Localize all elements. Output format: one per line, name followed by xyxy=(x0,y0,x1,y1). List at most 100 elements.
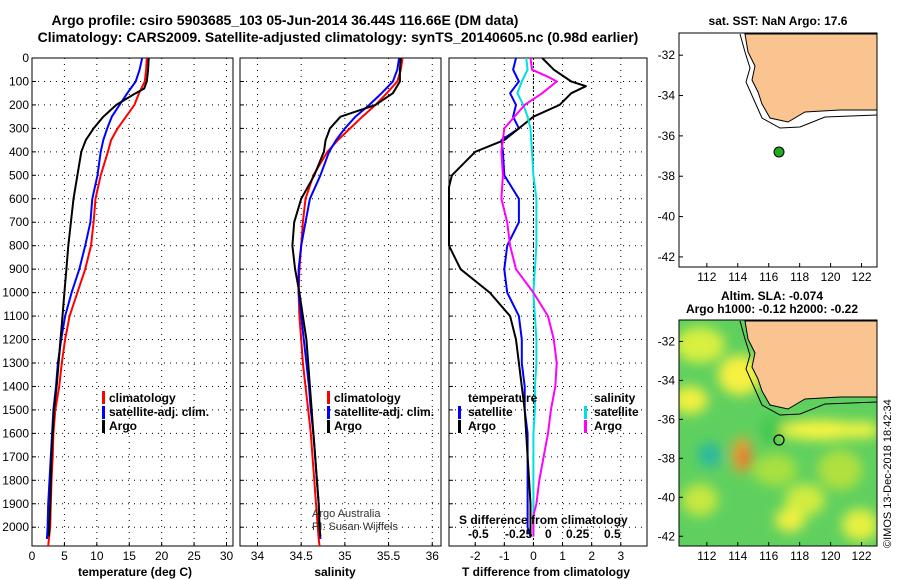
bathymetry-contour xyxy=(739,320,878,416)
map-y-tick-label: -34 xyxy=(658,89,676,103)
x-tick-label: 34 xyxy=(251,549,265,563)
salinity-legend: climatology satellite-adj. clim. Argo xyxy=(327,391,434,433)
map-sst xyxy=(678,32,878,268)
map-sla xyxy=(678,319,878,547)
map-x-tick-label: 112 xyxy=(697,270,716,284)
annotation-line-2: PI: Susan Wijffels xyxy=(312,521,398,533)
legend-swatch-t-satellite xyxy=(458,406,461,419)
y-tick-label: 500 xyxy=(9,168,29,182)
x-tick-label: 36 xyxy=(426,549,440,563)
plot-frame xyxy=(448,57,648,547)
map-sla-title-1: Altim. SLA: -0.074 xyxy=(721,289,823,303)
y-tick-label: 200 xyxy=(9,98,29,112)
legend-swatch-argo xyxy=(102,420,105,433)
salinity-annotation: Argo Australia PI: Susan Wijffels xyxy=(312,508,398,533)
y-tick-label: 400 xyxy=(9,145,29,159)
map-x-tick-label: 120 xyxy=(821,549,841,563)
x-tick-label: 3 xyxy=(617,549,624,563)
series-line-s-satellite xyxy=(516,57,538,537)
y-tick-label: 1200 xyxy=(2,333,29,347)
y-tick-label: 1500 xyxy=(2,403,29,417)
x-tick-label: -2 xyxy=(470,549,481,563)
top-tick-label: -0.25 xyxy=(505,527,533,541)
x-axis-label: salinity xyxy=(314,565,356,579)
legend-swatch-s-argo xyxy=(584,420,587,433)
y-tick-label: 1400 xyxy=(2,379,29,393)
x-tick-label: -1 xyxy=(499,549,510,563)
y-tick-label: 1900 xyxy=(2,497,29,511)
x-tick-label: 0 xyxy=(530,549,537,563)
x-tick-label: 10 xyxy=(90,549,104,563)
legend-salinity-heading: salinity xyxy=(594,391,636,405)
y-tick-label: 900 xyxy=(9,262,29,276)
difference-panel: -2 -1 0 1 2 3 xyxy=(448,57,648,563)
y-tick-label: 800 xyxy=(9,239,29,253)
plot-frame xyxy=(31,57,234,547)
legend-swatch-t-argo xyxy=(458,420,461,433)
map-y-tick-label: -38 xyxy=(658,169,676,183)
y-tick-label: 1300 xyxy=(2,356,29,370)
difference-top-axis: S difference from climatology -0.5 -0.25… xyxy=(459,513,628,541)
y-tick-label: 1100 xyxy=(3,309,29,323)
legend-s-argo: Argo xyxy=(594,419,622,433)
map-x-tick-label: 114 xyxy=(728,549,747,563)
map-y-tick-label: -34 xyxy=(658,373,676,387)
map-sla-ticks: 112 114 116 118 120 122 -32 -34 -36 -38 -40 -42 xyxy=(658,334,872,563)
legend-t-satellite: satellite xyxy=(468,405,513,419)
x-tick-label: 20 xyxy=(155,549,169,563)
title-line-2: Climatology: CARS2009. Satellite-adjuste… xyxy=(38,29,639,45)
x-tick-label: 5 xyxy=(61,549,68,563)
legend-t-argo: Argo xyxy=(468,419,496,433)
map-x-tick-label: 116 xyxy=(759,270,778,284)
map-x-tick-label: 112 xyxy=(697,549,716,563)
map-sla-title-2: Argo h1000: -0.12 h2000: -0.22 xyxy=(686,302,858,316)
map-y-tick-label: -32 xyxy=(658,48,676,62)
x-tick-label: 35.5 xyxy=(377,549,401,563)
legend-argo: Argo xyxy=(334,419,362,433)
map-x-tick-label: 122 xyxy=(852,270,872,284)
sla-anomaly-blobs xyxy=(679,327,877,541)
map-y-tick-label: -32 xyxy=(658,334,676,348)
plot-frame xyxy=(239,57,442,547)
y-tick-label: 1000 xyxy=(2,286,29,300)
map-x-tick-label: 118 xyxy=(790,549,809,563)
map-x-tick-label: 122 xyxy=(852,549,872,563)
x-tick-label: 2 xyxy=(588,549,595,563)
top-axis-label: S difference from climatology xyxy=(459,513,628,527)
map-y-tick-label: -40 xyxy=(658,490,676,504)
legend-satellite: satellite-adj. clim. xyxy=(109,405,209,419)
map-y-tick-label: -42 xyxy=(658,529,676,543)
map-sst-title: sat. SST: NaN Argo: 17.6 xyxy=(709,14,848,28)
legend-temperature-heading: temperature xyxy=(468,391,538,405)
bathymetry-contour xyxy=(739,33,878,129)
y-tick-label: 1800 xyxy=(2,473,29,487)
top-tick-label: 0.25 xyxy=(566,527,590,541)
map-y-tick-label: -36 xyxy=(658,412,676,426)
x-tick-label: 0 xyxy=(29,549,36,563)
legend-climatology: climatology xyxy=(109,391,176,405)
y-tick-label: 100 xyxy=(9,74,29,88)
map-y-tick-label: -38 xyxy=(658,451,676,465)
map-y-tick-label: -40 xyxy=(658,210,676,224)
map-x-tick-label: 118 xyxy=(790,270,809,284)
map-sla-frame xyxy=(678,319,878,547)
legend-climatology: climatology xyxy=(334,391,401,405)
top-tick-label: 0.5 xyxy=(604,527,621,541)
y-tick-label: 300 xyxy=(9,121,29,135)
argo-location-marker xyxy=(773,146,785,158)
legend-s-satellite: satellite xyxy=(594,405,639,419)
annotation-line-1: Argo Australia xyxy=(312,508,381,520)
legend-swatch-satellite xyxy=(102,406,105,419)
land-mass xyxy=(744,33,878,123)
map-sst-ticks: 112 114 116 118 120 122 -32 -34 -36 -38 -40 -42 xyxy=(658,48,872,284)
top-tick-label: -0.5 xyxy=(468,527,489,541)
map-y-tick-label: -36 xyxy=(658,129,676,143)
series-line-t-argo xyxy=(448,57,587,537)
series-line-argo xyxy=(47,57,150,537)
legend-swatch-s-satellite xyxy=(584,406,587,419)
x-tick-label: 25 xyxy=(187,549,201,563)
x-axis-label: temperature (deg C) xyxy=(78,565,192,579)
legend-satellite: satellite-adj. clim. xyxy=(334,405,434,419)
legend-swatch-satellite xyxy=(327,406,330,419)
